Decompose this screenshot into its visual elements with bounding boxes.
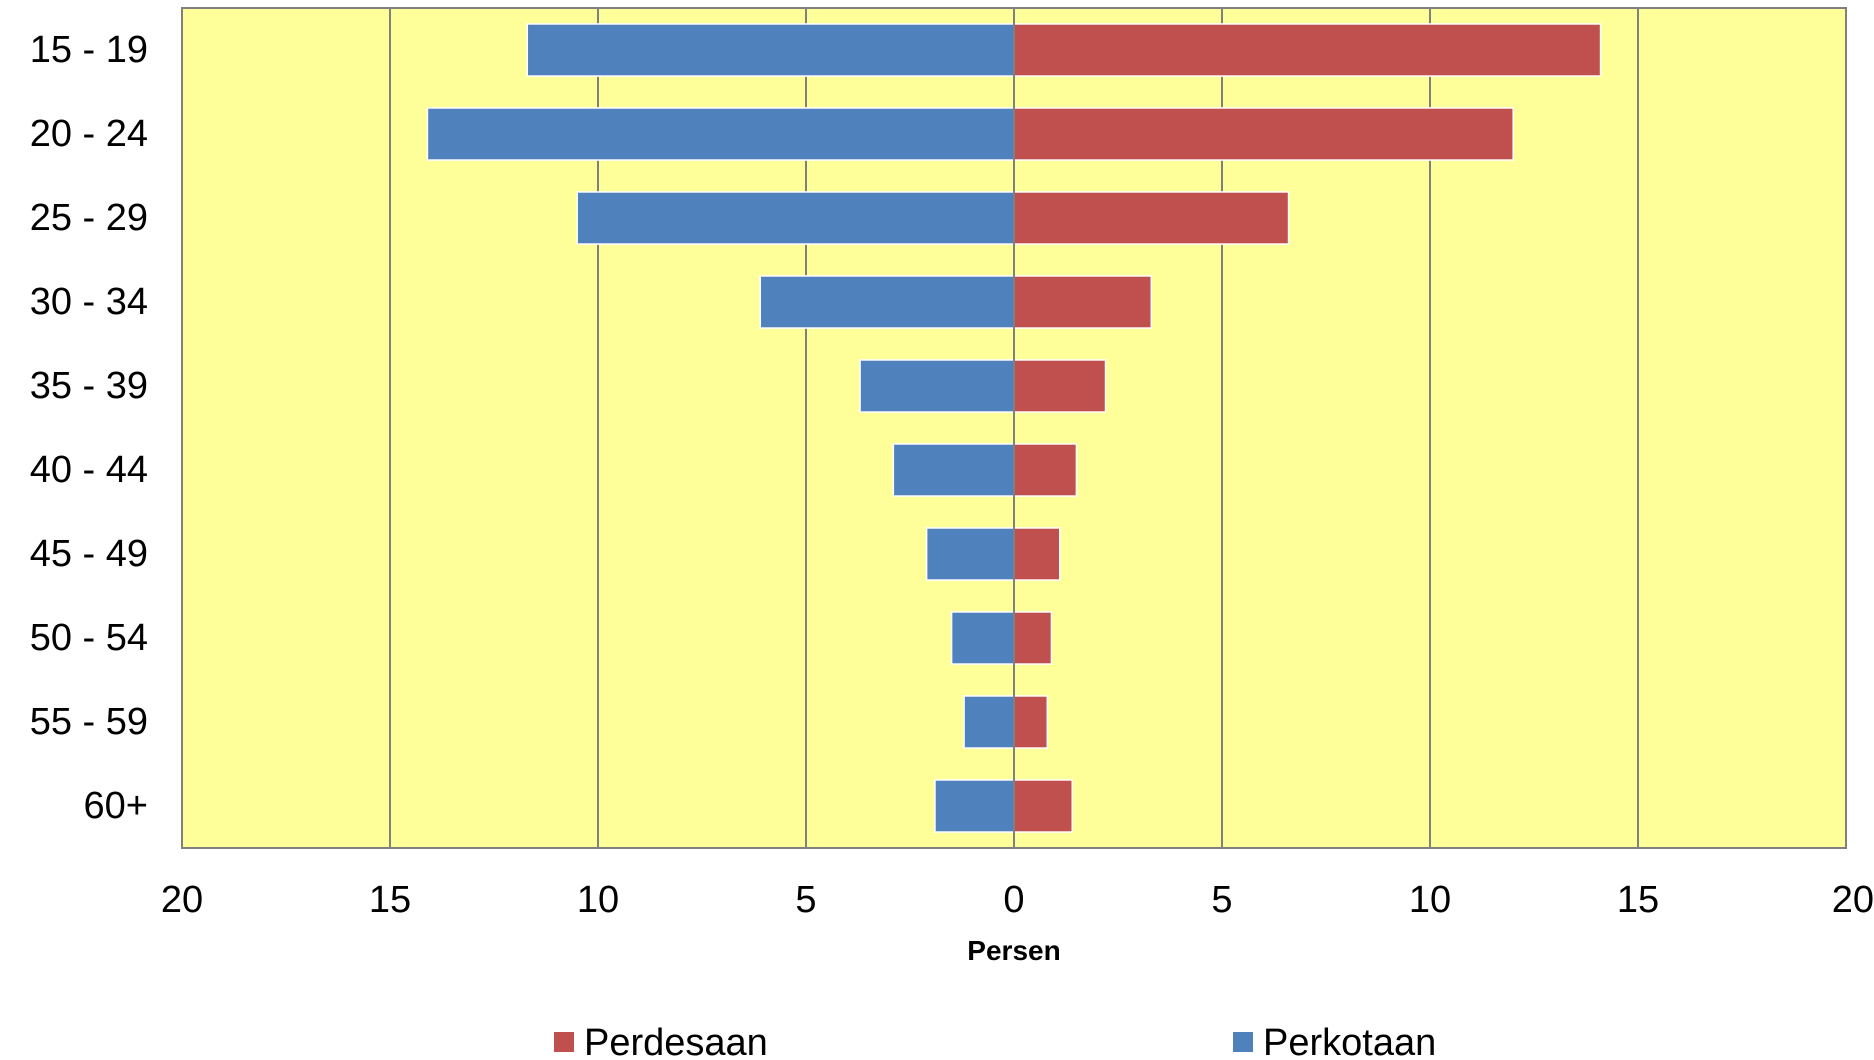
category-label: 45 - 49 (30, 533, 148, 575)
x-tick-label: 20 (161, 879, 203, 921)
x-tick-label: 10 (577, 879, 619, 921)
category-label: 20 - 24 (30, 113, 148, 155)
x-tick-label: 10 (1409, 879, 1451, 921)
category-label: 60+ (84, 785, 148, 827)
bar-perdesaan-15-19 (1013, 23, 1602, 77)
bar-perdesaan-45-49 (1013, 527, 1061, 581)
x-tick-label: 0 (1003, 879, 1024, 921)
legend-label-perkotaan: Perkotaan (1263, 1022, 1436, 1060)
category-label: 40 - 44 (30, 449, 148, 491)
bar-perdesaan-40-44 (1013, 443, 1078, 497)
bar-perkotaan-45-49 (925, 527, 1015, 581)
legend-swatch-perkotaan (1233, 1032, 1253, 1052)
legend: Perdesaan Perkotaan (554, 1022, 1436, 1060)
x-tick-label: 5 (1211, 879, 1232, 921)
bar-perdesaan-20-24 (1013, 107, 1514, 161)
plot-border (181, 7, 1847, 849)
bar-perdesaan-30-34 (1013, 275, 1153, 329)
bar-perdesaan-50-54 (1013, 611, 1053, 665)
bar-perdesaan-55-59 (1013, 695, 1049, 749)
x-tick-labels: 20 15 10 5 0 5 10 15 20 (161, 879, 1874, 921)
category-labels: 15 - 19 20 - 24 25 - 29 30 - 34 35 - 39 40 - … (30, 29, 148, 827)
legend-label-perdesaan: Perdesaan (584, 1022, 768, 1060)
x-tick-label: 15 (369, 879, 411, 921)
bar-perdesaan-60+ (1013, 779, 1073, 833)
x-axis-title: Persen (967, 935, 1060, 966)
bar-perkotaan-60+ (934, 779, 1015, 833)
bar-perkotaan-50-54 (950, 611, 1015, 665)
x-tick-label: 5 (795, 879, 816, 921)
category-label: 30 - 34 (30, 281, 148, 323)
bar-perkotaan-40-44 (892, 443, 1015, 497)
bar-perkotaan-55-59 (963, 695, 1015, 749)
bar-perkotaan-15-19 (526, 23, 1015, 77)
bar-perkotaan-30-34 (759, 275, 1015, 329)
legend-swatch-perdesaan (554, 1032, 574, 1052)
bar-perkotaan-35-39 (859, 359, 1015, 413)
x-tick-label: 15 (1617, 879, 1659, 921)
x-tick-label: 20 (1832, 879, 1874, 921)
bar-perkotaan-25-29 (576, 191, 1015, 245)
category-label: 15 - 19 (30, 29, 148, 71)
bar-perdesaan-25-29 (1013, 191, 1290, 245)
category-label: 35 - 39 (30, 365, 148, 407)
category-label: 55 - 59 (30, 701, 148, 743)
bar-perdesaan-35-39 (1013, 359, 1107, 413)
category-label: 50 - 54 (30, 617, 148, 659)
bar-perkotaan-20-24 (426, 107, 1015, 161)
category-label: 25 - 29 (30, 197, 148, 239)
